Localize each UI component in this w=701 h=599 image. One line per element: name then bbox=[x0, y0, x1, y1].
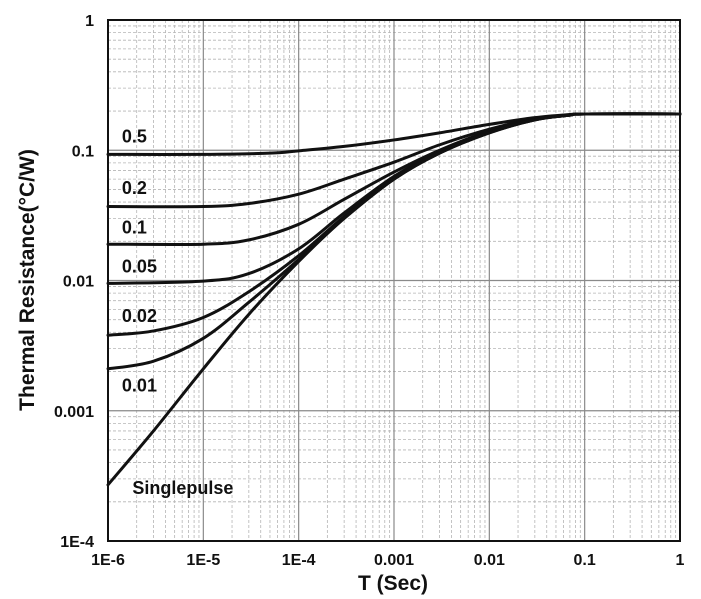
y-tick-label: 1E-4 bbox=[60, 534, 94, 551]
series-line bbox=[106, 112, 682, 487]
y-tick-label: 0.001 bbox=[54, 404, 94, 421]
x-axis-label: T (Sec) bbox=[358, 572, 428, 595]
x-tick-label: 1E-5 bbox=[186, 552, 220, 569]
series-label: 0.1 bbox=[122, 217, 147, 237]
x-tick-label: 0.001 bbox=[374, 552, 414, 569]
y-tick-label: 0.01 bbox=[63, 274, 94, 291]
series-labels: 0.5 0.2 0.1 0.05 0.02 0.01 Singlepulse bbox=[122, 126, 233, 498]
series-label: 0.05 bbox=[122, 257, 157, 277]
plot-frame bbox=[107, 19, 681, 542]
series-label: Singlepulse bbox=[132, 478, 233, 498]
series-label: 0.02 bbox=[122, 306, 157, 326]
series-lines bbox=[106, 112, 682, 487]
y-tick-label: 0.1 bbox=[72, 143, 94, 160]
x-tick-labels: 1E-6 1E-5 1E-4 0.001 0.01 0.1 1 bbox=[91, 552, 684, 569]
series-label: 0.2 bbox=[122, 178, 147, 198]
x-tick-label: 0.1 bbox=[574, 552, 596, 569]
x-tick-label: 0.01 bbox=[474, 552, 505, 569]
series-label: 0.01 bbox=[122, 376, 157, 396]
y-axis-label: Thermal Resistance(°C/W) bbox=[16, 149, 39, 411]
x-tick-label: 1 bbox=[676, 552, 685, 569]
x-tick-label: 1E-6 bbox=[91, 552, 125, 569]
y-tick-label: 1 bbox=[85, 13, 94, 30]
series-label: 0.5 bbox=[122, 126, 147, 146]
y-tick-labels: 1E-4 0.001 0.01 0.1 1 bbox=[54, 13, 94, 551]
x-tick-label: 1E-4 bbox=[282, 552, 316, 569]
